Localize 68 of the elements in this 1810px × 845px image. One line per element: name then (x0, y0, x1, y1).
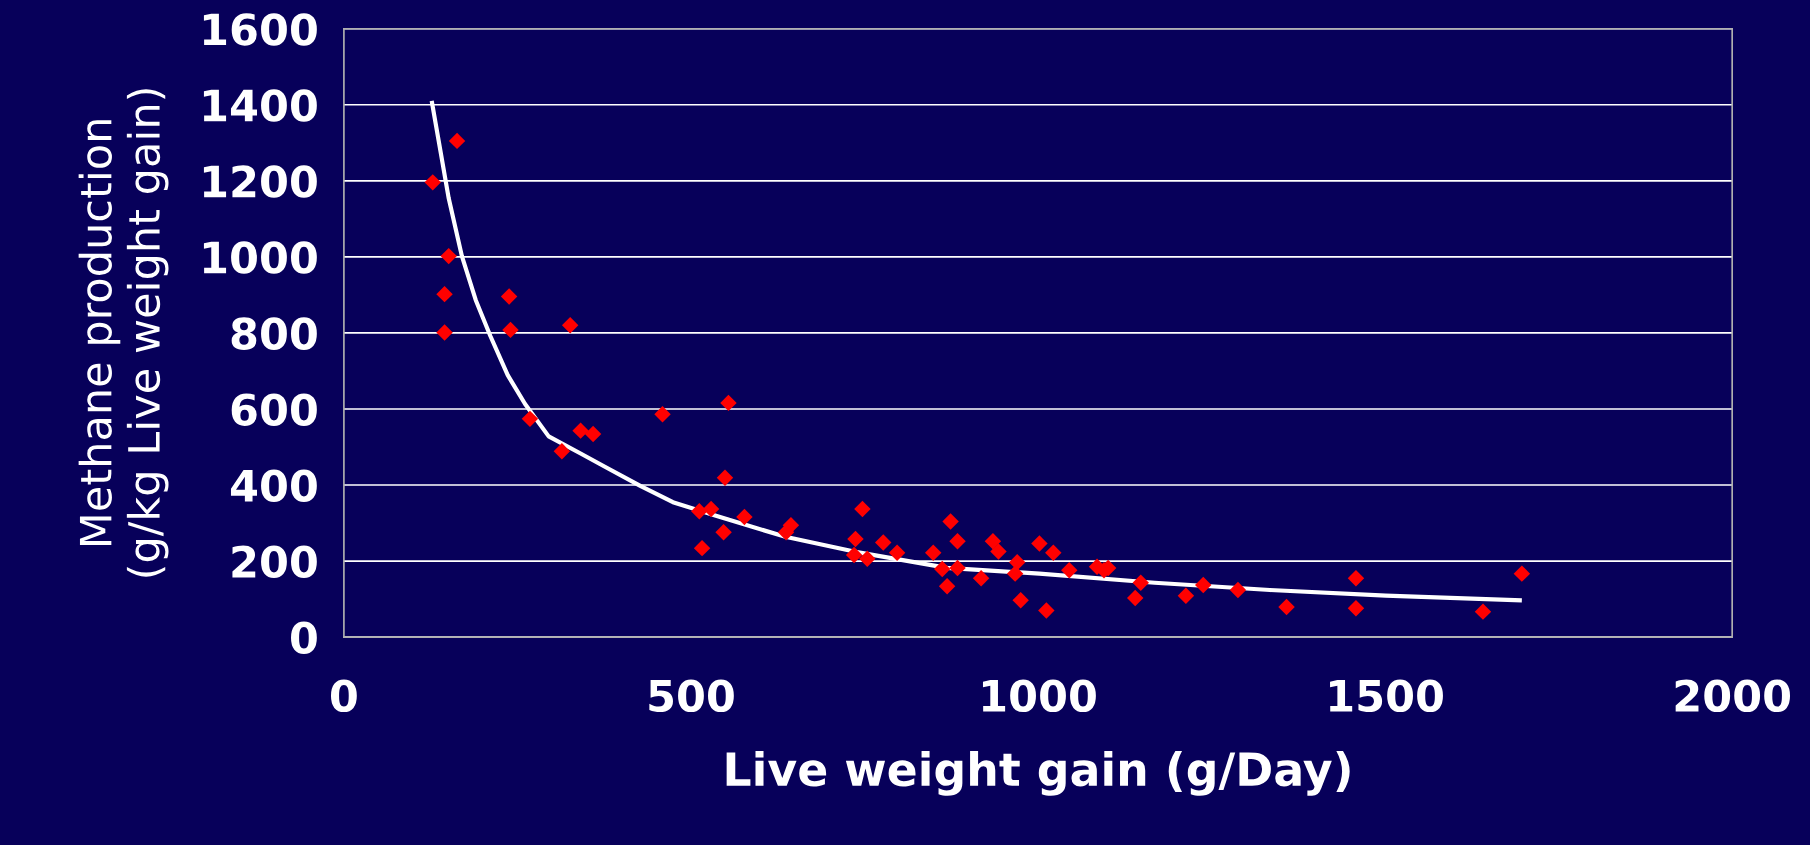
point (521, 410, 539, 428)
y-tick-label: 1600 (203, 13, 317, 46)
point (782, 517, 800, 534)
point (1195, 576, 1212, 594)
point (875, 534, 892, 551)
point (984, 533, 1002, 550)
point (716, 469, 734, 487)
point (847, 530, 864, 548)
x-tick-label: 0 (330, 679, 357, 713)
point (1278, 598, 1295, 616)
point (1008, 554, 1026, 571)
point (925, 544, 942, 561)
y-tick-label: 800 (231, 317, 317, 350)
point (736, 508, 753, 526)
y-tick-label: 600 (231, 393, 317, 426)
point (1229, 581, 1247, 599)
point (502, 321, 519, 339)
point (424, 174, 441, 191)
point (720, 394, 737, 412)
point (500, 288, 518, 305)
point (1513, 565, 1531, 582)
x-tick-label: 500 (649, 679, 734, 713)
point (1347, 600, 1365, 617)
point (1474, 603, 1492, 620)
point (1061, 561, 1078, 579)
point (553, 442, 571, 460)
point (1132, 574, 1149, 591)
point (1045, 544, 1062, 561)
point (1031, 535, 1048, 552)
point (1038, 602, 1055, 619)
point (702, 500, 720, 518)
point (1177, 587, 1195, 604)
y-tick-label: 1400 (203, 89, 317, 122)
point (436, 324, 453, 341)
point (942, 513, 959, 530)
point (715, 523, 732, 541)
point (584, 425, 602, 443)
y-tick-label: 1200 (203, 165, 317, 198)
x-axis-title: Live weight gain (g/Day) (726, 751, 1350, 796)
point (934, 560, 951, 578)
point (693, 539, 711, 557)
point (990, 543, 1007, 560)
y-tick-label: 1000 (203, 241, 317, 274)
point (436, 285, 453, 303)
y-tick-label: 400 (230, 469, 317, 502)
y-tick-label: 200 (232, 545, 317, 579)
point (561, 317, 579, 334)
point (440, 247, 457, 265)
x-tick-label: 1500 (1330, 679, 1443, 713)
point (949, 533, 966, 550)
y-tick-label: 0 (291, 621, 317, 655)
point (448, 132, 466, 150)
point (691, 503, 708, 520)
point (845, 546, 863, 564)
point (859, 550, 876, 568)
point (972, 569, 990, 587)
point (949, 559, 966, 577)
y-axis-title: Methane production (g/kg Live weight gain) (78, 89, 169, 577)
point (1347, 569, 1365, 587)
point (888, 544, 906, 561)
point (938, 577, 956, 595)
point (654, 406, 671, 423)
x-tick-label: 2000 (1675, 679, 1791, 713)
x-tick-label: 1000 (982, 679, 1096, 713)
point (854, 500, 871, 518)
point (1127, 589, 1144, 607)
point (572, 422, 589, 439)
point (1012, 592, 1029, 609)
